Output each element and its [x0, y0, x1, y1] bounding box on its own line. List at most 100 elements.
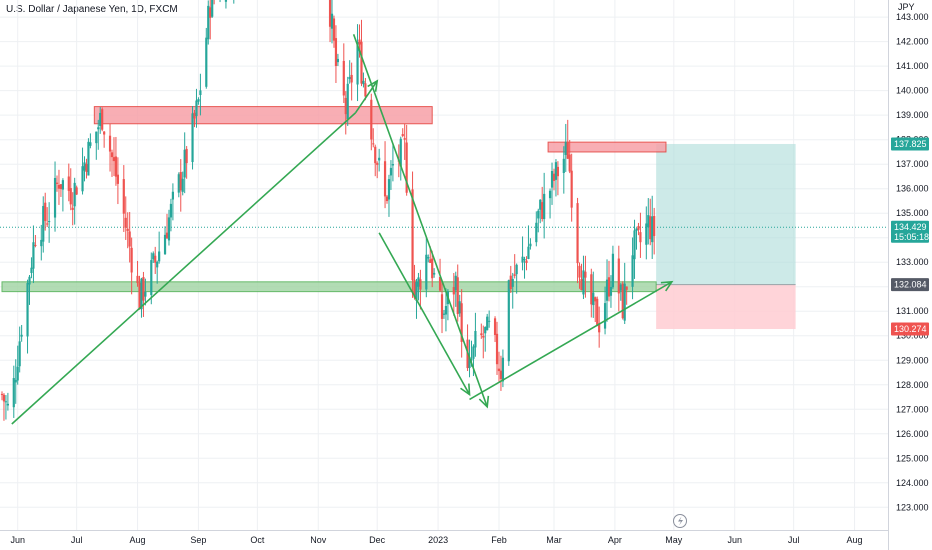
candle-body [621, 283, 624, 319]
candle-body [523, 259, 526, 261]
candle-body [383, 161, 387, 197]
candle-body [101, 109, 104, 130]
candle-body [144, 291, 147, 297]
candle-body [427, 257, 430, 259]
candle-body [165, 232, 169, 239]
candle-body [124, 217, 127, 228]
candle-body [633, 230, 636, 260]
candle-body [71, 207, 74, 210]
stop-zone [656, 284, 796, 330]
candle-body [128, 231, 131, 247]
chart-title: U.S. Dollar / Japanese Yen, 1D, FXCM [6, 4, 178, 15]
y-tick-label: 139.000 [896, 110, 929, 120]
candle-body [85, 163, 88, 172]
candle-body [511, 278, 514, 287]
candle-body [438, 277, 442, 291]
trendline [352, 34, 488, 408]
candle-body [417, 277, 420, 287]
candle-body [468, 357, 471, 369]
candle-body [61, 180, 64, 190]
candle-body [527, 246, 530, 260]
candle-body [209, 7, 212, 18]
candle-body [603, 303, 607, 329]
x-tick-label: Apr [608, 535, 622, 545]
target-price-label-bg [891, 137, 929, 151]
candle-body [452, 287, 455, 295]
candle-body [344, 97, 347, 115]
candle-body [580, 279, 583, 291]
x-tick-label: Dec [369, 535, 386, 545]
candle-body [623, 283, 626, 321]
y-tick-label: 123.000 [896, 502, 929, 512]
candle-body [578, 265, 581, 278]
candle-body [334, 38, 338, 66]
candle-body [112, 157, 116, 162]
y-tick-label: 137.000 [896, 159, 929, 169]
trendline [378, 232, 471, 395]
candle-body [130, 247, 133, 273]
replay-icon[interactable] [673, 514, 687, 528]
candle-body [348, 76, 351, 80]
candle-body [364, 83, 367, 97]
candle-body [385, 196, 389, 202]
candle-body [114, 156, 118, 177]
candle-body [376, 163, 379, 165]
candle-body [95, 131, 98, 144]
candle-body [442, 313, 446, 315]
trendline [469, 281, 673, 401]
candle-body [493, 318, 497, 336]
candle-body [374, 146, 377, 164]
y-tick-label: 141.000 [896, 61, 929, 71]
candle-body [605, 279, 609, 301]
resistance-zone [547, 141, 667, 153]
x-tick-label: Sep [190, 535, 206, 545]
candle-body [474, 330, 477, 348]
candle-body [110, 152, 114, 158]
candle-body [484, 327, 487, 334]
candle-body [370, 99, 373, 140]
candle-body [635, 228, 638, 231]
candle-body [537, 210, 540, 219]
candle-body [460, 303, 463, 342]
candle-body [413, 279, 416, 298]
candle-body [12, 378, 15, 408]
candle-body [67, 176, 70, 191]
candle-body [57, 184, 61, 189]
x-tick-label: Jul [788, 535, 800, 545]
candle-body [651, 216, 654, 243]
entry-price-label: 132.084 [894, 280, 927, 290]
candle-body [34, 244, 37, 246]
candle-body [0, 393, 4, 395]
candle-body [470, 359, 473, 361]
candle-body [541, 202, 544, 219]
candle-body [619, 284, 622, 291]
candle-body [419, 279, 422, 290]
candle-body [552, 173, 556, 181]
y-tick-label: 142.000 [896, 37, 929, 47]
candle-body [444, 305, 448, 315]
candle-body [69, 188, 72, 205]
x-tick-label: May [665, 535, 683, 545]
candle-body [350, 74, 353, 83]
candle-body [89, 142, 92, 146]
x-tick-label: Jun [10, 535, 25, 545]
candle-body [645, 223, 648, 245]
candle-body [486, 316, 489, 331]
y-tick-label: 140.000 [896, 86, 929, 96]
candle-body [564, 141, 567, 156]
candle-body [126, 228, 129, 231]
trendline [11, 112, 357, 425]
candle-body [415, 281, 418, 301]
y-tick-label: 143.000 [896, 12, 929, 22]
candle-body [330, 13, 334, 29]
candle-body [647, 215, 650, 228]
candle-body [179, 172, 182, 191]
candle-body [529, 243, 532, 247]
candle-body [346, 83, 349, 120]
candle-body [387, 179, 391, 200]
y-tick-label: 133.000 [896, 257, 929, 267]
x-tick-label: Jul [71, 535, 83, 545]
y-tick-label: 136.000 [896, 184, 929, 194]
candle-body [609, 286, 613, 296]
